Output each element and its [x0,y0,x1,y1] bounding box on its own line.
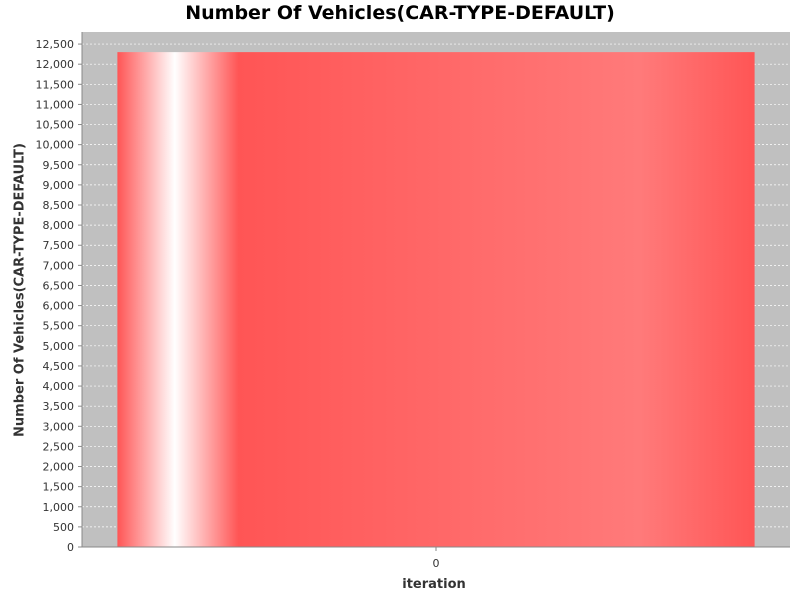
y-tick-label: 10,500 [36,119,75,132]
y-tick-label: 3,000 [43,420,75,433]
x-tick-label: 0 [433,557,440,570]
y-tick-label: 7,000 [43,259,75,272]
y-tick-label: 5,000 [43,340,75,353]
y-tick-label: 8,500 [43,199,75,212]
y-tick-label: 5,500 [43,320,75,333]
y-tick-label: 4,500 [43,360,75,373]
y-tick-label: 2,500 [43,440,75,453]
y-tick-label: 7,500 [43,239,75,252]
y-tick-label: 9,000 [43,179,75,192]
y-tick-label: 11,000 [36,98,75,111]
y-tick-label: 6,500 [43,279,75,292]
y-tick-label: 1,500 [43,481,75,494]
y-tick-label: 500 [53,521,74,534]
x-axis-label: iteration [402,577,466,592]
y-tick-label: 8,000 [43,219,75,232]
y-tick-label: 3,500 [43,400,75,413]
y-tick-label: 0 [67,541,74,554]
y-tick-label: 10,000 [36,139,75,152]
y-tick-label: 1,000 [43,501,75,514]
y-tick-label: 12,500 [36,38,75,51]
y-tick-label: 4,000 [43,380,75,393]
y-tick-label: 11,500 [36,78,75,91]
y-tick-label: 2,000 [43,461,75,474]
bar [117,52,755,547]
y-tick-label: 12,000 [36,58,75,71]
chart-title: Number Of Vehicles(CAR-TYPE-DEFAULT) [185,2,615,24]
y-tick-label: 9,500 [43,159,75,172]
y-tick-label: 6,000 [43,300,75,313]
